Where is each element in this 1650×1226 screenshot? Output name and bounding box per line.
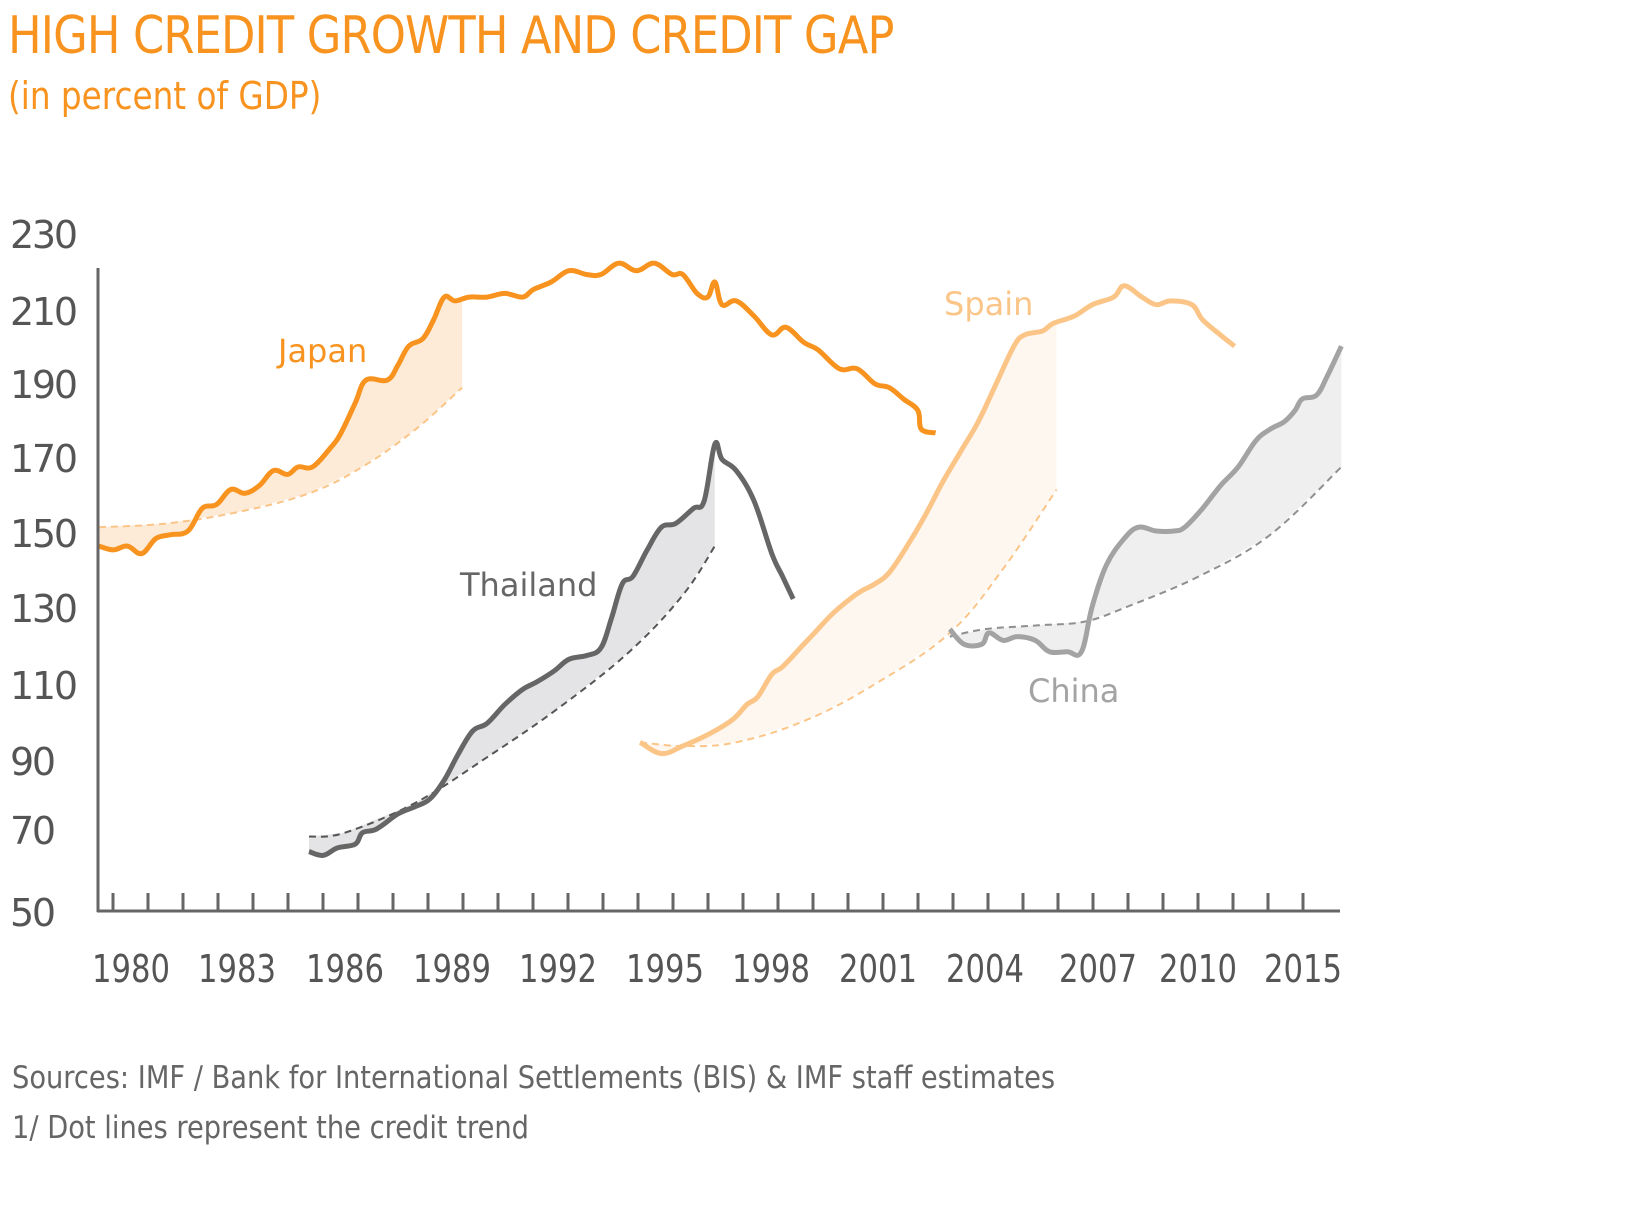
y-tick-label: 150	[10, 512, 78, 556]
y-tick-label: 210	[10, 290, 78, 334]
sources-note: Sources: IMF / Bank for International Se…	[12, 1060, 1056, 1096]
china-series-label: China	[1028, 672, 1119, 710]
y-tick-label: 230	[10, 213, 78, 257]
credit-lines	[98, 260, 1344, 858]
spain-credit-gap-area	[640, 322, 1057, 754]
thailand-credit-gap-area	[309, 444, 715, 856]
chart-title: HIGH CREDIT GROWTH AND CREDIT GAP	[8, 6, 894, 66]
thailand-trend-line	[308, 545, 716, 838]
spain-series-label: Spain	[944, 285, 1033, 323]
x-tick-label: 2007	[1059, 947, 1137, 991]
x-tick-label: 1995	[626, 947, 704, 991]
y-tick-label: 90	[10, 740, 56, 784]
china-trend-line	[949, 466, 1343, 638]
y-tick-label: 70	[10, 809, 56, 853]
x-tick-label: 1986	[306, 947, 384, 991]
china-credit-line	[947, 345, 1344, 658]
credit-gap-fills	[99, 297, 1342, 856]
x-axis-tick-labels: 1980 1983 1986 1989 1992 1995 1998 2001 2004 2007…	[92, 947, 1342, 991]
x-tick-label: 2001	[839, 947, 917, 991]
japan-trend-line	[98, 386, 463, 529]
y-tick-label: 50	[10, 891, 56, 935]
y-tick-label: 110	[10, 664, 78, 708]
china-credit-gap-area	[949, 346, 1342, 652]
japan-credit-line	[98, 260, 937, 557]
trend-lines	[98, 386, 1343, 838]
japan-series-label: Japan	[276, 332, 367, 370]
y-tick-label: 190	[10, 363, 78, 407]
x-tick-label: 1980	[92, 947, 170, 991]
x-axis-ticks	[111, 893, 1305, 911]
x-tick-label: 1983	[198, 947, 276, 991]
axes	[96, 268, 1340, 913]
x-tick-label: 1989	[413, 947, 491, 991]
y-axis-tick-labels: 230 210 190 170 150 130 110 90 70 50	[10, 213, 78, 935]
spain-credit-line	[638, 283, 1237, 757]
series-labels: Japan Thailand Spain China	[276, 285, 1119, 710]
x-tick-label: 2004	[946, 947, 1024, 991]
japan-credit-gap-area	[99, 297, 463, 554]
y-tick-label: 170	[10, 437, 78, 481]
trend-footnote: 1/ Dot lines represent the credit trend	[12, 1110, 529, 1146]
spain-trend-line	[640, 488, 1058, 748]
thailand-series-label: Thailand	[459, 566, 597, 604]
x-tick-label: 1998	[732, 947, 810, 991]
thailand-credit-line	[308, 440, 796, 858]
y-tick-label: 130	[10, 587, 78, 631]
x-tick-label: 2010	[1159, 947, 1237, 991]
x-tick-label: 2015	[1264, 947, 1342, 991]
x-tick-label: 1992	[519, 947, 597, 991]
chart-subtitle: (in percent of GDP)	[8, 74, 322, 118]
